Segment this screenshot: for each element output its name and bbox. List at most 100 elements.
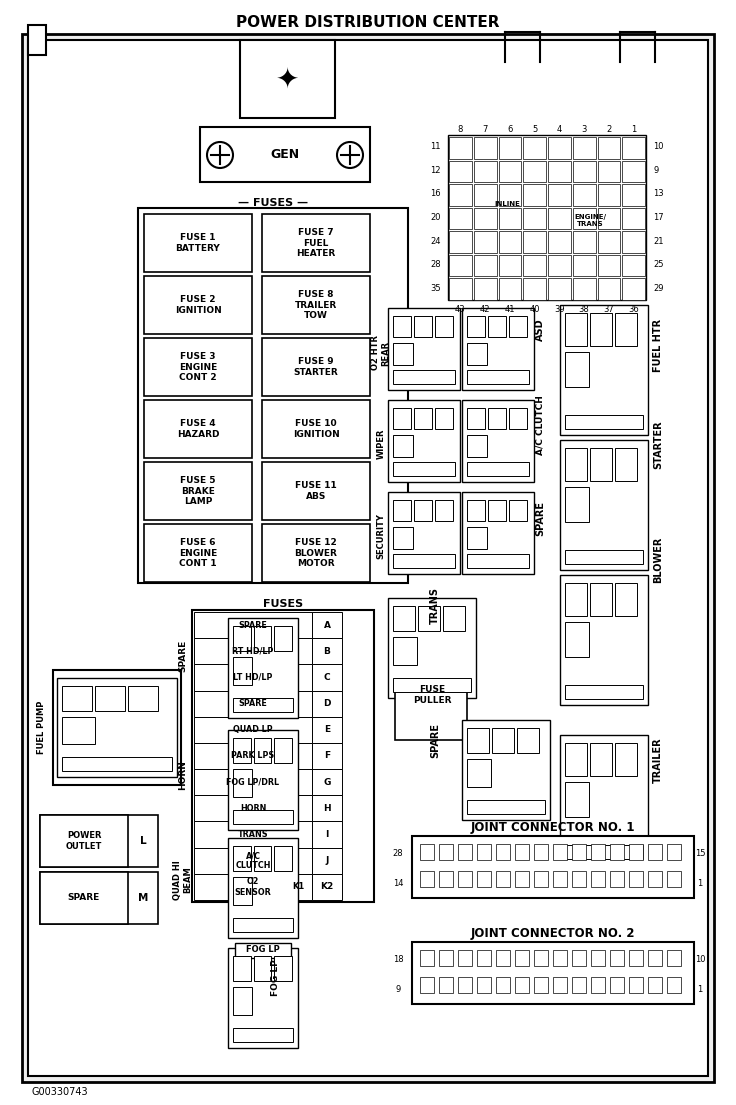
Bar [667, 871, 682, 887]
Bar [498, 137, 521, 159]
Bar [393, 678, 471, 692]
Text: K2: K2 [320, 883, 333, 892]
Bar [534, 950, 548, 966]
Bar [591, 950, 605, 966]
Bar [194, 743, 312, 769]
Bar [420, 950, 434, 966]
Bar [622, 255, 645, 276]
Text: G00330743: G00330743 [32, 1087, 88, 1097]
Bar [274, 846, 291, 871]
Bar [572, 844, 587, 860]
Text: RT HD/LP: RT HD/LP [233, 646, 274, 655]
Bar [228, 838, 298, 938]
Bar [467, 408, 485, 429]
Bar [393, 408, 411, 429]
Text: FUSE 10
IGNITION: FUSE 10 IGNITION [293, 419, 339, 439]
Bar [474, 278, 497, 299]
Bar [565, 845, 643, 859]
Bar [496, 844, 510, 860]
Text: 10: 10 [653, 143, 663, 151]
Text: 28: 28 [393, 850, 403, 859]
Text: FUSE 5
BRAKE
LAMP: FUSE 5 BRAKE LAMP [180, 476, 216, 506]
Bar [274, 738, 291, 762]
Text: — FUSES —: — FUSES — [238, 198, 308, 208]
Text: G: G [323, 778, 330, 787]
Bar [572, 950, 587, 966]
Bar [233, 1028, 293, 1042]
Bar [498, 278, 521, 299]
Bar [414, 316, 432, 337]
Bar [488, 408, 506, 429]
Text: ✦: ✦ [275, 65, 299, 93]
Bar [418, 606, 440, 631]
Text: 24: 24 [431, 236, 441, 245]
Text: A/C CLUTCH: A/C CLUTCH [536, 396, 545, 455]
Bar [448, 135, 646, 299]
Bar [253, 627, 271, 651]
Bar [393, 343, 413, 365]
Text: SPARE: SPARE [535, 501, 545, 536]
Text: INLINE: INLINE [495, 201, 520, 208]
Bar [572, 977, 587, 993]
Bar [548, 137, 570, 159]
Bar [565, 621, 590, 657]
Bar [449, 231, 472, 253]
Bar [40, 872, 158, 924]
Text: FOG LP/DRL: FOG LP/DRL [227, 778, 280, 787]
Bar [467, 800, 545, 814]
Bar [262, 276, 370, 334]
Text: SPARE: SPARE [68, 894, 100, 903]
Text: JOINT CONNECTOR NO. 2: JOINT CONNECTOR NO. 2 [471, 927, 635, 940]
Bar [565, 486, 590, 523]
Bar [590, 313, 612, 346]
Bar [40, 815, 158, 867]
Bar [194, 612, 312, 639]
Bar [393, 606, 415, 631]
Text: HORN: HORN [240, 803, 266, 813]
Text: FUSE 6
ENGINE
CONT 1: FUSE 6 ENGINE CONT 1 [179, 538, 217, 568]
Bar [610, 950, 624, 966]
Bar [498, 160, 521, 182]
Bar [467, 554, 529, 568]
Text: 18: 18 [393, 956, 403, 965]
Bar [467, 434, 486, 457]
Bar [62, 757, 172, 771]
Bar [253, 846, 271, 871]
Bar [610, 977, 624, 993]
Text: E: E [324, 725, 330, 735]
Bar [615, 743, 637, 776]
Bar [553, 871, 567, 887]
Bar [233, 956, 250, 981]
Bar [667, 977, 682, 993]
Bar [312, 821, 342, 848]
Text: H: H [323, 803, 330, 813]
Bar [458, 977, 473, 993]
Bar [523, 231, 546, 253]
Text: I: I [325, 830, 329, 839]
Bar [565, 685, 643, 699]
Bar [548, 185, 570, 206]
Text: 41: 41 [505, 305, 515, 315]
Text: FOG LP: FOG LP [271, 959, 280, 997]
Bar [62, 686, 92, 711]
Bar [565, 313, 587, 346]
Bar [235, 943, 291, 958]
Bar [553, 977, 567, 993]
Text: 37: 37 [604, 305, 615, 315]
Bar [496, 950, 510, 966]
Bar [492, 728, 514, 753]
Bar [622, 185, 645, 206]
Bar [462, 400, 534, 482]
Bar [233, 769, 252, 797]
Bar [548, 231, 570, 253]
Bar [622, 231, 645, 253]
Bar [667, 950, 682, 966]
Bar [462, 308, 534, 390]
Bar [192, 610, 374, 902]
Bar [420, 977, 434, 993]
Bar [128, 686, 158, 711]
Bar [62, 717, 95, 744]
Bar [467, 499, 485, 520]
Text: A/C
CLUTCH: A/C CLUTCH [236, 851, 271, 871]
Bar [262, 524, 370, 582]
